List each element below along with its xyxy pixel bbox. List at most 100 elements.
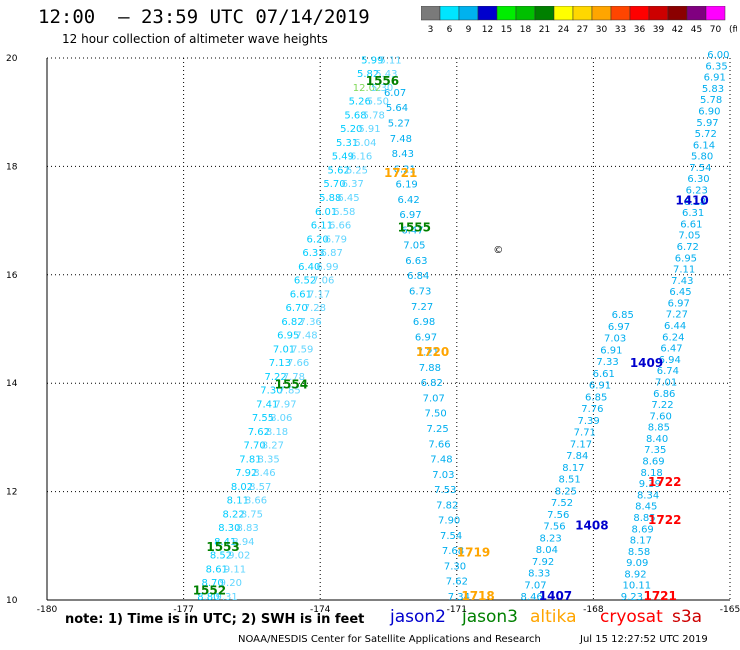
swh-value: 6.72: [677, 242, 699, 253]
swh-value: 6.45: [337, 193, 359, 204]
swh-value: 7.70: [243, 441, 265, 452]
swh-value: 8.30: [218, 523, 240, 534]
swh-value: 5.97: [696, 118, 718, 129]
timestamp-text: Jul 15 12:27:52 UTC 2019: [580, 634, 708, 645]
page-subtitle: 12 hour collection of altimeter wave hei…: [62, 32, 328, 46]
colorbar-swatch: [648, 6, 669, 21]
pass-time-label: 1410: [675, 193, 708, 207]
swh-value: 7.56: [547, 510, 569, 521]
pass-time-label: 1552: [193, 584, 226, 598]
swh-value: 5.20: [340, 124, 362, 135]
swh-value: 8.70: [201, 578, 223, 589]
swh-value: 12.02: [353, 83, 382, 94]
colorbar-label: 21: [539, 25, 550, 35]
swh-value: 7.11: [673, 265, 695, 276]
y-tick-label: 10: [6, 596, 18, 606]
colorbar-label: 18: [520, 25, 532, 35]
swh-value: 6.97: [415, 332, 437, 343]
swh-value: 6.31: [682, 208, 704, 219]
swh-value: 6.97: [399, 210, 421, 221]
swh-value: 7.82: [436, 500, 458, 511]
swh-value: 8.33: [528, 569, 550, 580]
swh-value: 7.39: [577, 416, 599, 427]
swh-value: 5.68: [344, 110, 366, 121]
swh-value: 9.39: [639, 479, 661, 490]
swh-value: 5.26: [349, 97, 371, 108]
swh-value: 7.76: [581, 404, 603, 415]
swh-value: 6.01: [315, 207, 337, 218]
swh-value: 6.82: [421, 378, 443, 389]
swh-value: 7.03: [432, 470, 454, 481]
swh-value: 8.45: [635, 502, 657, 513]
legend-jason2: jason2: [390, 607, 446, 627]
swh-value: 7.22: [265, 372, 287, 383]
swh-value: 6.00: [707, 50, 729, 61]
swh-value: 7.05: [403, 241, 425, 252]
swh-value: 7.84: [566, 451, 588, 462]
colorbar-swatch: [496, 6, 517, 21]
swh-value: 5.78: [700, 95, 722, 106]
swh-value: 7.81: [239, 454, 261, 465]
colorbar-swatch: [439, 6, 460, 21]
swh-value: 7.28: [304, 303, 326, 314]
colorbar-swatch: [421, 6, 441, 21]
swh-value: 6.24: [662, 332, 684, 343]
swh-value: 7.54: [689, 163, 711, 174]
swh-value: 8.40: [646, 434, 668, 445]
swh-value: 7.27: [411, 302, 433, 313]
swh-value: 8.69: [632, 524, 654, 535]
swh-value: 6.79: [325, 234, 347, 245]
swh-value: 8.23: [540, 533, 562, 544]
swh-value: 5.62: [328, 165, 350, 176]
swh-value: 6.86: [653, 389, 675, 400]
swh-value: 6.21: [394, 164, 416, 175]
swh-value: 8.94: [232, 537, 254, 548]
colorbar-swatch: [477, 6, 498, 21]
colorbar-label: 70: [710, 25, 722, 35]
swh-value: 6.25: [346, 165, 368, 176]
swh-value: 7.01: [655, 377, 677, 388]
swh-value: 6.74: [657, 366, 679, 377]
y-tick-label: 12: [6, 488, 17, 498]
swh-value: 7.62: [446, 577, 468, 588]
pass-time-label: 1718: [461, 589, 494, 603]
legend-altika: altika: [530, 607, 577, 627]
swh-value: 6.42: [397, 195, 419, 206]
swh-value: 8.75: [241, 509, 263, 520]
swh-value: 7.07: [524, 580, 546, 591]
plot-area: -180 -177 -174 -171 -168 -165 10 12 14 16 18 20 6.07…: [6, 50, 740, 615]
swh-value: 5.27: [388, 118, 410, 129]
pass-time-label: 1721: [384, 166, 417, 180]
swh-value: 6.91: [600, 345, 622, 356]
swh-value: 9.23: [621, 592, 643, 603]
colorbar-swatch: [686, 6, 707, 21]
y-tick-label: 20: [6, 54, 18, 64]
swh-value: 8.61: [206, 564, 228, 575]
swh-value: 7.92: [532, 557, 554, 568]
swh-value: 7.41: [256, 399, 278, 410]
swh-value: 8.11: [227, 496, 249, 507]
swh-value: 5.49: [332, 152, 354, 163]
swh-value: 7.53: [434, 485, 456, 496]
swh-value: 8.46: [253, 468, 275, 479]
swh-value: 5.91: [358, 124, 380, 135]
swh-value: 6.95: [277, 331, 299, 342]
swh-value: 7.92: [235, 468, 257, 479]
swh-value: 9.20: [220, 578, 242, 589]
swh-value: 5.72: [695, 129, 717, 140]
pass-time-label: 1556: [366, 74, 399, 88]
swh-value: 8.18: [641, 468, 663, 479]
swh-value: 6.44: [664, 321, 686, 332]
pass-time-label: 1720: [416, 345, 449, 359]
colorbar-label: 24: [558, 25, 570, 35]
swh-value: 7.48: [390, 134, 412, 145]
legend-cryosat: cryosat: [600, 607, 663, 627]
swh-value: 8.51: [558, 475, 580, 486]
swh-value: 8.46: [521, 592, 543, 603]
swh-value: 6.20: [307, 234, 329, 245]
pass-time-label: 1407: [539, 589, 572, 603]
swh-value: 7.17: [308, 289, 330, 300]
swh-value: 7.90: [438, 516, 460, 527]
swh-value: 7.34: [448, 592, 470, 603]
